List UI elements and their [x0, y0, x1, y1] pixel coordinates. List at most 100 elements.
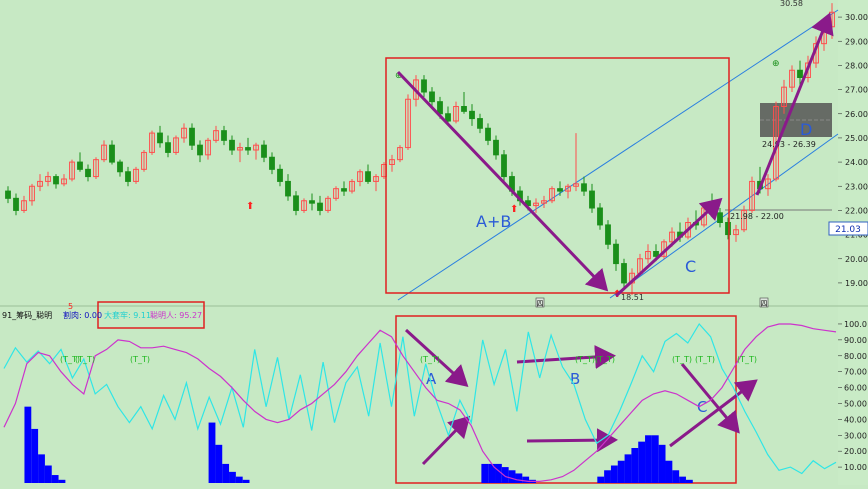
volume-bar — [610, 465, 618, 483]
volume-bar — [44, 465, 52, 483]
candle — [229, 135, 235, 155]
candle-body — [565, 185, 571, 192]
volume-bar — [31, 428, 39, 483]
candle-body — [645, 251, 651, 260]
indicator-field-trapped: 大套牢: 9.11 — [104, 310, 151, 320]
candle-body — [445, 113, 451, 122]
candle — [533, 198, 539, 213]
candle-body — [133, 168, 139, 182]
candle-body — [285, 180, 291, 197]
candle — [405, 94, 411, 150]
indicator-field-cut: 割肉: 0.00 — [63, 310, 102, 320]
candle — [429, 87, 435, 109]
volume-bar — [665, 460, 673, 483]
candle — [277, 164, 283, 187]
candle-body — [45, 176, 51, 182]
candle — [621, 258, 627, 288]
indicator-tick-label: 60.00 — [844, 384, 867, 393]
candle-body — [349, 180, 355, 192]
indicator-tick-label: 70.00 — [844, 368, 867, 377]
candle — [29, 183, 35, 206]
candle-body — [21, 200, 27, 211]
candle — [565, 183, 571, 199]
candle-body — [589, 190, 595, 209]
candle — [245, 137, 251, 155]
volume-bar — [522, 476, 530, 483]
label-b-indicator: B — [570, 370, 580, 388]
candle — [493, 135, 499, 160]
price-tick-label: 20.00 — [845, 255, 868, 264]
indicator-tick-label: 50.00 — [844, 399, 867, 408]
candle-body — [461, 106, 467, 112]
date-marker — [535, 297, 545, 308]
volume-bar — [38, 454, 45, 483]
tt-label: (T_T) — [595, 355, 615, 364]
candle — [117, 159, 123, 177]
candle-body — [77, 161, 83, 170]
candle — [781, 79, 787, 114]
candle-body — [293, 195, 299, 211]
candle-body — [37, 180, 43, 187]
candle-body — [421, 79, 427, 93]
indicator-axis: 100.0 90.00 80.00 70.00 60.00 50.00 40.00 30.00… — [838, 320, 867, 472]
candle — [213, 125, 219, 143]
candle-body — [605, 224, 611, 245]
highlight-box-price — [385, 57, 730, 294]
volume-bar-series — [24, 406, 693, 483]
volume-bar — [488, 463, 496, 483]
candle — [541, 195, 547, 208]
candle — [261, 140, 267, 163]
indicator-arrow — [680, 363, 740, 434]
band-range-label: 24.93 - 26.39 — [762, 140, 816, 149]
candle-body — [29, 185, 35, 202]
price-axis: 30.00 29.00 28.00 27.00 26.00 25.00 24.00 23.00… — [838, 13, 868, 288]
candle — [357, 169, 363, 187]
candle — [733, 224, 739, 242]
candle — [85, 164, 91, 182]
low-price-label: 18.51 — [621, 293, 644, 302]
candle — [549, 186, 555, 204]
price-tick-label: 29.00 — [845, 37, 868, 46]
candle-body — [269, 156, 275, 170]
volume-bar — [672, 470, 680, 483]
candle — [93, 157, 99, 179]
candle-body — [357, 171, 363, 182]
candle-body — [501, 154, 507, 178]
candle — [557, 181, 563, 196]
candle-body — [213, 130, 219, 141]
candle-body — [253, 144, 259, 151]
tt-label: (T_T) — [75, 355, 95, 364]
indicator-tick-label: 80.00 — [844, 352, 867, 361]
candle-body — [101, 144, 107, 161]
candle-body — [557, 188, 563, 192]
candle-body — [477, 118, 483, 129]
candle-body — [309, 200, 315, 204]
tt-label: (T_T) — [737, 355, 757, 364]
date-marker-label: 四 — [761, 300, 768, 308]
candle — [5, 186, 11, 204]
indicator-arrow — [669, 379, 758, 448]
candle-body — [53, 176, 59, 185]
candle-body — [157, 132, 163, 144]
candle — [21, 195, 27, 213]
price-tick-label: 23.00 — [845, 182, 868, 191]
candle-body — [261, 144, 267, 158]
buy-arrow-icon: ⬆ — [246, 201, 254, 212]
candle-body — [541, 200, 547, 204]
candle-body — [165, 142, 171, 153]
volume-bar — [215, 444, 223, 483]
label-d: D — [800, 120, 812, 139]
candle — [181, 123, 187, 143]
candle-body — [117, 161, 123, 173]
top-marker: 5 — [68, 302, 73, 311]
candle-body — [549, 188, 555, 202]
candle — [189, 123, 195, 150]
buy-arrow-icon: ⬆ — [510, 204, 518, 215]
candle — [141, 150, 147, 172]
candle-body — [493, 139, 499, 156]
candle — [53, 174, 59, 189]
candle — [581, 176, 587, 196]
volume-bar — [645, 435, 652, 483]
